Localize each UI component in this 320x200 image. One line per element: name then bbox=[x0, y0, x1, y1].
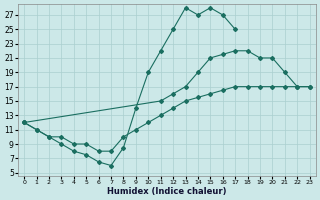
X-axis label: Humidex (Indice chaleur): Humidex (Indice chaleur) bbox=[107, 187, 227, 196]
